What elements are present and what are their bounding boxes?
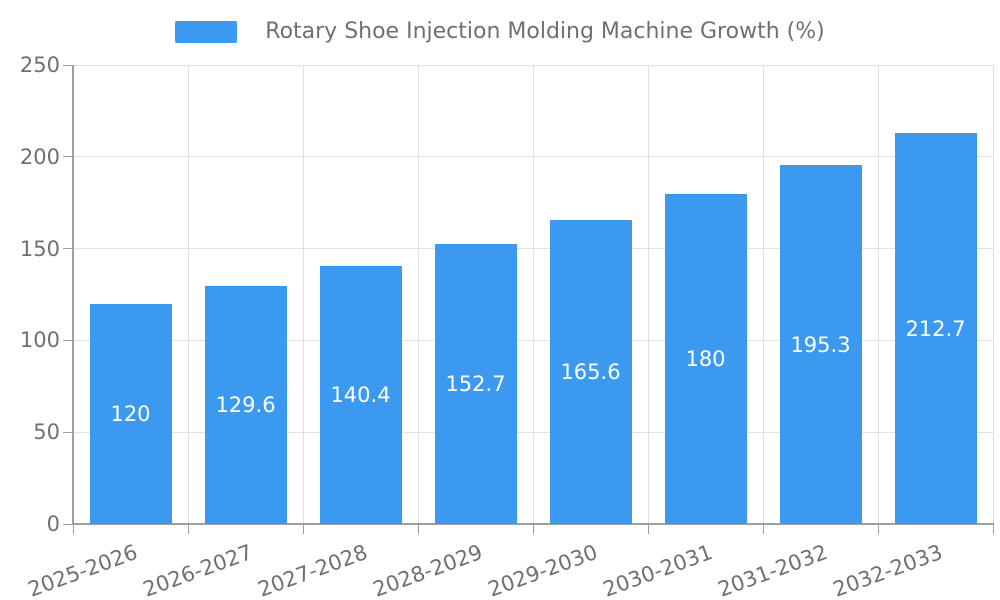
- x-axis-tick-label: 2028-2029: [369, 540, 486, 600]
- legend-swatch[interactable]: [175, 21, 238, 43]
- x-axis-tick: [877, 524, 879, 534]
- gridline-v: [302, 65, 304, 524]
- x-axis-tick-label: 2027-2028: [254, 540, 371, 600]
- bar-value-label: 195.3: [790, 332, 851, 357]
- x-axis-tick: [992, 524, 994, 534]
- bar-value-label: 180: [685, 346, 726, 371]
- x-axis-tick: [187, 524, 189, 534]
- y-axis-line: [72, 65, 74, 524]
- x-axis-tick: [532, 524, 534, 534]
- x-axis-tick-label: 2026-2027: [139, 540, 256, 600]
- y-axis-tick: [63, 156, 73, 158]
- x-axis-tick-label: 2032-2033: [829, 540, 946, 600]
- bar-value-label: 129.6: [215, 393, 276, 418]
- y-axis-tick: [63, 523, 73, 525]
- bar: 212.7: [894, 133, 977, 524]
- legend[interactable]: Rotary Shoe Injection Molding Machine Gr…: [0, 20, 1000, 44]
- gridline-v: [992, 65, 994, 524]
- y-axis-tick-label: 50: [33, 420, 60, 445]
- bar: 140.4: [319, 266, 402, 524]
- bar-value-label: 212.7: [905, 316, 966, 341]
- x-axis-tick: [762, 524, 764, 534]
- bar-value-label: 152.7: [445, 371, 506, 396]
- y-axis-tick: [63, 431, 73, 433]
- y-axis-tick-label: 250: [19, 53, 60, 77]
- y-axis-tick-label: 200: [19, 144, 60, 169]
- bar: 165.6: [549, 219, 632, 524]
- x-axis-tick: [72, 524, 74, 534]
- bar: 129.6: [204, 286, 287, 524]
- x-axis-tick-label: 2031-2032: [714, 540, 831, 600]
- y-axis-tick-label: 100: [19, 328, 60, 353]
- y-axis-tick: [63, 248, 73, 250]
- x-axis-tick-label: 2030-2031: [599, 540, 716, 600]
- gridline-v: [762, 65, 764, 524]
- bar-value-label: 120: [110, 401, 151, 426]
- y-axis-tick: [63, 339, 73, 341]
- x-axis-tick: [647, 524, 649, 534]
- gridline-v: [647, 65, 649, 524]
- legend-label[interactable]: Rotary Shoe Injection Molding Machine Gr…: [265, 19, 825, 44]
- gridline-v: [187, 65, 189, 524]
- gridline-v: [532, 65, 534, 524]
- bar: 195.3: [779, 165, 862, 524]
- y-axis-tick-label: 150: [19, 236, 60, 261]
- x-axis-tick-label: 2025-2026: [24, 540, 141, 600]
- gridline-v: [417, 65, 419, 524]
- x-axis-tick: [302, 524, 304, 534]
- bar: 120: [89, 303, 172, 524]
- bar-value-label: 165.6: [560, 359, 621, 384]
- bar-value-label: 140.4: [330, 383, 391, 408]
- x-axis-line: [72, 523, 994, 525]
- y-axis-tick-label: 0: [46, 512, 60, 536]
- bar: 152.7: [434, 243, 517, 524]
- x-axis-tick-label: 2029-2030: [484, 540, 601, 600]
- y-axis-tick: [63, 64, 73, 66]
- gridline-v: [877, 65, 879, 524]
- bar: 180: [664, 193, 747, 524]
- x-axis-tick: [417, 524, 419, 534]
